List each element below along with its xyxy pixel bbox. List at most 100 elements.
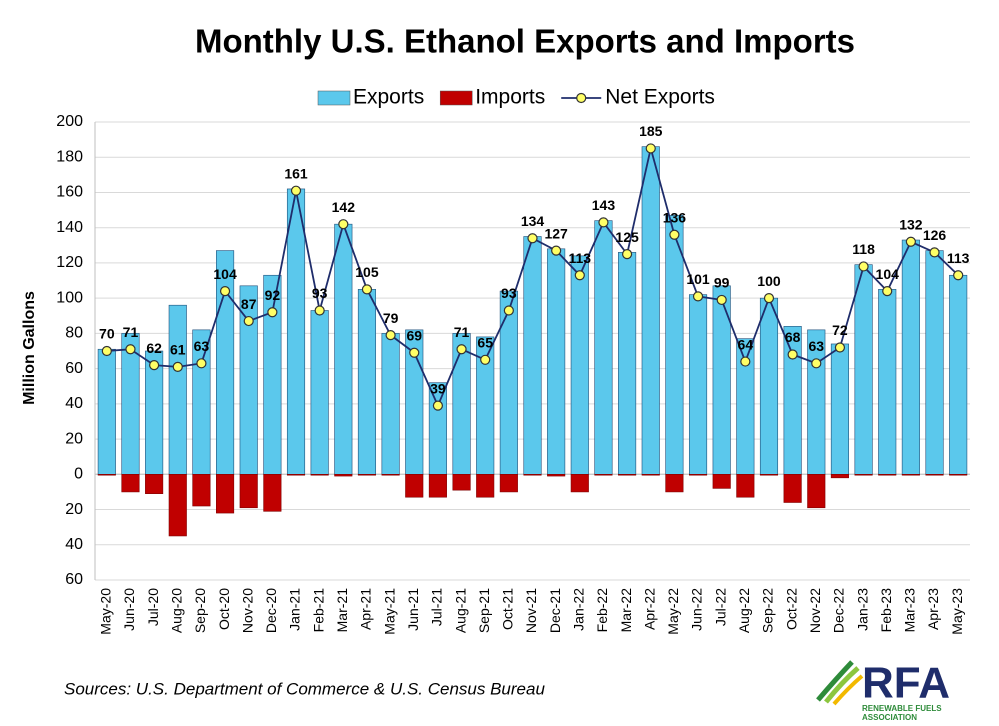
x-tick-label: Nov-22: [807, 588, 823, 633]
marker: [338, 219, 349, 230]
bar: [830, 343, 849, 475]
bar: [239, 474, 258, 509]
y-tick-label: 160: [56, 184, 83, 201]
y-tick-label: 40: [65, 395, 83, 412]
marker: [172, 361, 183, 372]
data-label: 142: [332, 199, 356, 215]
data-label: 134: [521, 213, 545, 229]
x-tick-label: Jul-21: [429, 588, 445, 626]
y-tick-label: 120: [56, 254, 83, 271]
logo-swoosh: [816, 660, 854, 702]
y-tick-label: 80: [65, 325, 83, 342]
x-tick-label: Oct-20: [216, 588, 232, 630]
x-tick-label: Feb-22: [594, 588, 610, 633]
bar: [759, 474, 779, 476]
bar: [901, 239, 920, 475]
x-tick-label: Jun-22: [689, 588, 705, 631]
data-label: 185: [639, 123, 663, 139]
marker: [243, 315, 254, 327]
marker: [929, 247, 940, 258]
marker: [645, 143, 656, 154]
marker: [787, 349, 798, 360]
marker: [149, 359, 160, 371]
bar: [618, 252, 637, 475]
bar: [263, 274, 282, 475]
x-tick-label: May-23: [949, 588, 965, 635]
marker: [905, 236, 916, 247]
bar: [263, 474, 282, 512]
data-label: 125: [615, 229, 639, 245]
marker: [882, 286, 893, 297]
data-label: 132: [899, 216, 923, 232]
data-label: 63: [808, 338, 824, 354]
marker: [361, 284, 373, 295]
data-label: 71: [454, 324, 470, 340]
y-tick-label: 100: [56, 289, 83, 306]
data-label: 161: [284, 165, 308, 181]
legend-swatch: [317, 90, 351, 106]
marker: [219, 286, 231, 297]
x-tick-label: Dec-20: [263, 588, 279, 633]
bar: [499, 474, 518, 493]
bar: [216, 250, 235, 475]
bar: [830, 474, 849, 479]
bar: [570, 474, 589, 493]
bar: [381, 474, 400, 476]
marker: [527, 233, 538, 244]
bar: [570, 255, 589, 475]
bar: [878, 289, 897, 475]
data-label: 113: [947, 250, 970, 266]
bar: [405, 474, 424, 498]
bar: [286, 188, 306, 475]
marker: [692, 291, 704, 302]
bar: [547, 248, 566, 475]
bar: [357, 289, 377, 475]
bar: [783, 326, 802, 475]
marker: [669, 229, 680, 240]
x-tick-label: Oct-22: [783, 588, 799, 630]
data-label: 101: [686, 271, 710, 287]
data-label: 71: [123, 324, 139, 340]
data-label: 68: [785, 329, 801, 345]
bar: [783, 474, 802, 503]
source-note: Sources: U.S. Department of Commerce & U…: [64, 679, 545, 698]
logo-text: RFA: [862, 659, 950, 708]
bar: [334, 223, 353, 475]
bar: [712, 474, 731, 489]
x-tick-label: Apr-23: [925, 588, 941, 630]
bar: [121, 333, 140, 475]
marker: [740, 356, 751, 367]
bar: [97, 348, 116, 475]
bar: [618, 474, 637, 476]
x-tick-label: Dec-21: [547, 588, 563, 633]
marker: [598, 217, 609, 228]
x-tick-label: Jun-20: [121, 588, 137, 631]
x-tick-label: Jan-21: [287, 588, 303, 631]
bar: [168, 304, 187, 475]
data-label: 65: [477, 335, 493, 351]
legend-label: Net Exports: [605, 86, 715, 109]
logo-sub-wrap: RENEWABLE FUELS ASSOCIATION: [862, 704, 942, 722]
bar: [665, 474, 684, 493]
bar: [168, 474, 187, 537]
bar: [381, 333, 400, 475]
legend-marker: [576, 92, 587, 104]
data-label: 100: [757, 273, 781, 289]
bar: [854, 474, 873, 476]
data-label: 105: [355, 264, 379, 280]
data-label: 61: [170, 342, 186, 358]
marker: [551, 245, 562, 256]
marker: [196, 358, 207, 369]
marker: [385, 330, 396, 341]
x-tick-label: Jun-21: [405, 588, 421, 631]
bar: [759, 297, 779, 475]
x-tick-label: Jul-20: [145, 588, 161, 626]
x-tick-label: Aug-21: [452, 588, 468, 633]
y-tick-label: 0: [74, 466, 83, 483]
marker: [763, 293, 775, 304]
bar: [452, 333, 471, 475]
logo: RFA RENEWABLE FUELS ASSOCIATION: [816, 659, 950, 722]
x-tick-label: Nov-20: [239, 588, 255, 633]
marker: [480, 354, 491, 365]
data-label: 118: [852, 241, 875, 257]
